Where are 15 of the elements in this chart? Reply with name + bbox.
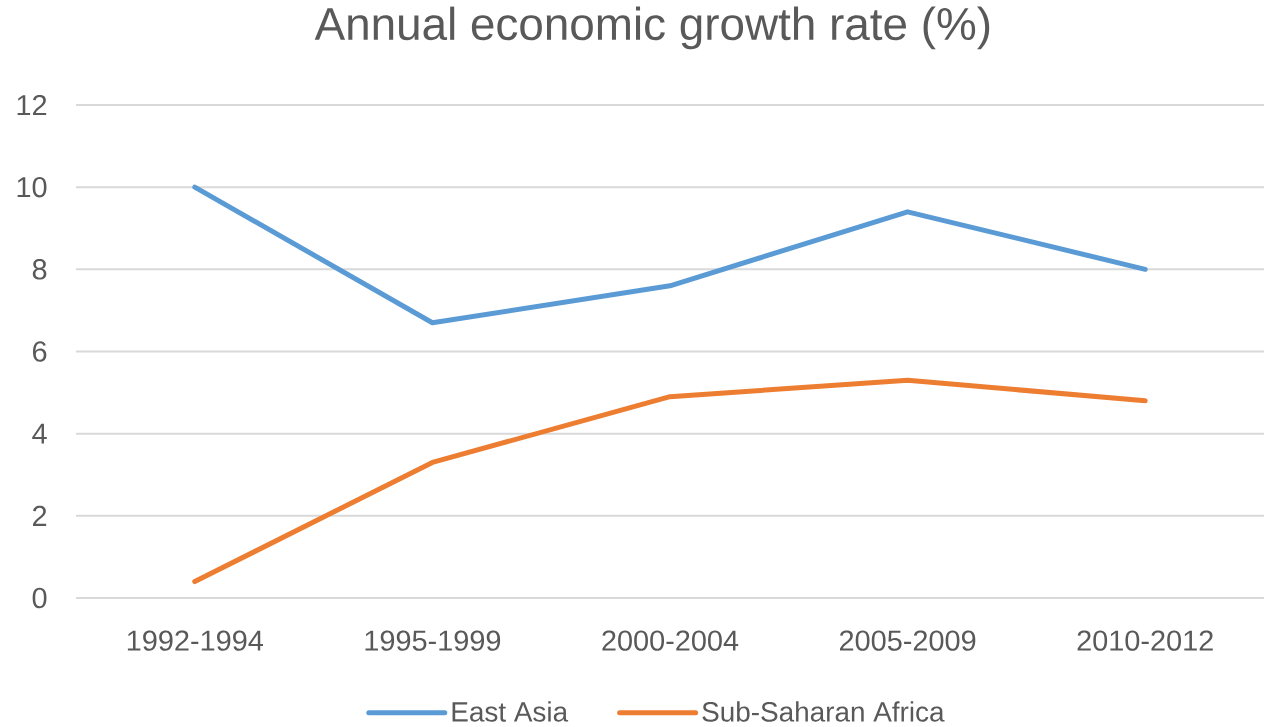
legend-label: Sub-Saharan Africa: [702, 701, 945, 722]
x-tick-label: 1992-1994: [127, 630, 263, 651]
y-tick-label: 0: [32, 587, 47, 609]
y-tick-label: 8: [32, 259, 47, 280]
y-tick-label: 2: [33, 505, 47, 526]
y-tick-label: 4: [32, 423, 47, 444]
legend-label: East Asia: [452, 701, 569, 722]
x-tick-label: 1995-1999: [365, 630, 501, 651]
y-tick-label: 10: [17, 176, 47, 198]
x-tick-label: 2000-2004: [602, 630, 739, 651]
chart-title: Annual economic growth rate (%): [314, 6, 990, 50]
x-tick-label: 2010-2012: [1077, 630, 1213, 651]
x-tick-label: 2005-2009: [839, 630, 976, 651]
y-tick-label: 12: [17, 94, 47, 116]
y-tick-label: 6: [33, 341, 47, 362]
